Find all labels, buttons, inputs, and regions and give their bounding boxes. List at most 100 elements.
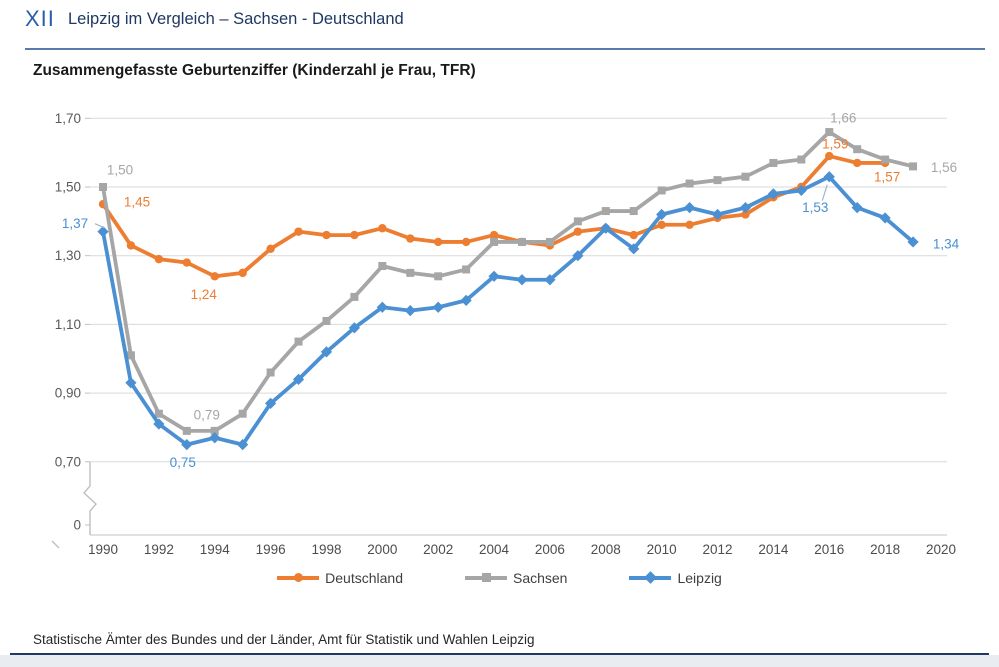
chart-legend: Deutschland Sachsen Leipzig (0, 568, 999, 588)
data-point-leipzig (97, 226, 109, 238)
data-point-leipzig (907, 236, 919, 248)
data-point-deutschland (433, 237, 443, 247)
data-point-sachsen (769, 158, 778, 167)
x-axis-label: 2010 (647, 542, 677, 557)
data-point-leipzig (181, 439, 193, 451)
data-point-sachsen (434, 272, 443, 281)
x-axis-label: 2008 (591, 542, 621, 557)
legend-swatch-sachsen (464, 573, 507, 582)
x-axis-label: 1992 (144, 542, 174, 557)
x-axis-label: 1998 (311, 542, 341, 557)
point-label-leipzig: 1,34 (933, 236, 960, 251)
page-title: Leipzig im Vergleich – Sachsen - Deutsch… (68, 10, 404, 28)
data-point-deutschland (825, 151, 834, 161)
data-point-sachsen (825, 128, 834, 137)
source-note: Statistische Ämter des Bundes und der Lä… (33, 632, 535, 647)
data-point-sachsen (238, 409, 247, 418)
data-point-deutschland (238, 268, 247, 278)
data-point-sachsen (154, 409, 163, 418)
data-point-leipzig (628, 243, 640, 255)
data-point-sachsen (266, 368, 275, 377)
data-point-leipzig (544, 274, 556, 286)
data-point-leipzig (795, 184, 807, 197)
data-point-sachsen (99, 183, 107, 191)
point-label-sachsen: 1,50 (107, 163, 133, 178)
page-bottom-strip (0, 655, 999, 667)
y-axis-break (83, 462, 97, 535)
legend-label: Sachsen (512, 570, 568, 586)
data-point-leipzig (879, 212, 891, 224)
point-label-deutschland: 1,24 (191, 287, 218, 302)
legend-label: Leipzig (677, 570, 722, 586)
x-axis-label: 2006 (535, 542, 565, 557)
tfr-line-chart: 1,70 1,50 1,30 1,10 0,90 0,70 0 1990 1992 1994 199… (51, 111, 960, 557)
data-point-deutschland (266, 244, 275, 254)
label-leader-line (821, 184, 828, 201)
data-point-sachsen (881, 155, 890, 164)
data-point-leipzig (488, 270, 500, 282)
data-point-leipzig (683, 202, 696, 214)
x-axis-label: 2000 (367, 542, 397, 557)
header-divider (25, 48, 985, 50)
data-point-deutschland (350, 230, 359, 240)
data-point-leipzig (125, 377, 137, 389)
data-point-sachsen (350, 292, 359, 301)
x-axis-label: 1996 (256, 542, 286, 557)
data-point-leipzig (656, 208, 668, 221)
data-point-deutschland (294, 227, 303, 236)
legend-marker-icon (644, 571, 658, 584)
data-point-sachsen (797, 155, 806, 164)
data-point-deutschland (406, 234, 415, 243)
data-point-sachsen (685, 179, 694, 188)
y-axis-label: 0,70 (55, 454, 81, 469)
point-label-deutschland: 1,45 (124, 195, 150, 210)
data-point-deutschland (741, 210, 750, 219)
x-axis-label: 1990 (88, 542, 118, 557)
data-point-sachsen (294, 337, 303, 346)
data-point-sachsen (126, 351, 135, 360)
data-point-leipzig (348, 322, 360, 334)
data-point-leipzig (739, 202, 752, 214)
y-axis-label: 1,70 (55, 111, 81, 126)
y-axis-label: 1,30 (55, 248, 81, 263)
data-point-deutschland (322, 230, 331, 240)
label-leader-line (94, 223, 105, 229)
data-point-sachsen (378, 262, 387, 271)
data-point-deutschland (182, 258, 191, 267)
legend-item-deutschland: Deutschland (277, 570, 403, 586)
data-point-leipzig (432, 301, 444, 313)
data-point-deutschland (154, 254, 164, 264)
x-axis-label: 2002 (423, 542, 453, 557)
axis-corner-tick (51, 540, 60, 549)
data-point-leipzig (711, 208, 724, 221)
x-axis-label: 2016 (814, 542, 844, 557)
data-point-leipzig (264, 397, 277, 410)
data-point-deutschland (629, 230, 638, 240)
point-label-sachsen: 1,66 (830, 111, 856, 126)
data-point-leipzig (460, 294, 472, 306)
legend-item-leipzig: Leipzig (629, 570, 722, 586)
point-label-sachsen: 1,56 (931, 160, 957, 175)
data-point-deutschland (378, 224, 387, 233)
data-point-sachsen (182, 426, 191, 435)
y-axis-label: 1,10 (55, 317, 81, 332)
data-point-leipzig (767, 188, 779, 200)
point-label-deutschland: 1,57 (874, 169, 900, 184)
data-point-leipzig (320, 346, 333, 358)
data-point-sachsen (490, 237, 499, 246)
data-point-deutschland (126, 241, 136, 250)
data-point-deutschland (489, 230, 499, 240)
x-axis-label: 2014 (758, 542, 789, 557)
data-point-sachsen (322, 316, 331, 325)
data-point-deutschland (461, 237, 471, 247)
chapter-number: XII (25, 6, 55, 31)
data-point-sachsen (406, 268, 415, 277)
footer-divider (10, 653, 989, 655)
point-label-leipzig: 1,37 (62, 216, 88, 231)
point-label-sachsen: 0,79 (194, 407, 220, 422)
data-point-sachsen (713, 176, 722, 185)
data-point-sachsen (210, 426, 219, 435)
data-point-deutschland (210, 272, 219, 281)
legend-label: Deutschland (325, 570, 403, 586)
data-point-sachsen (909, 162, 918, 171)
